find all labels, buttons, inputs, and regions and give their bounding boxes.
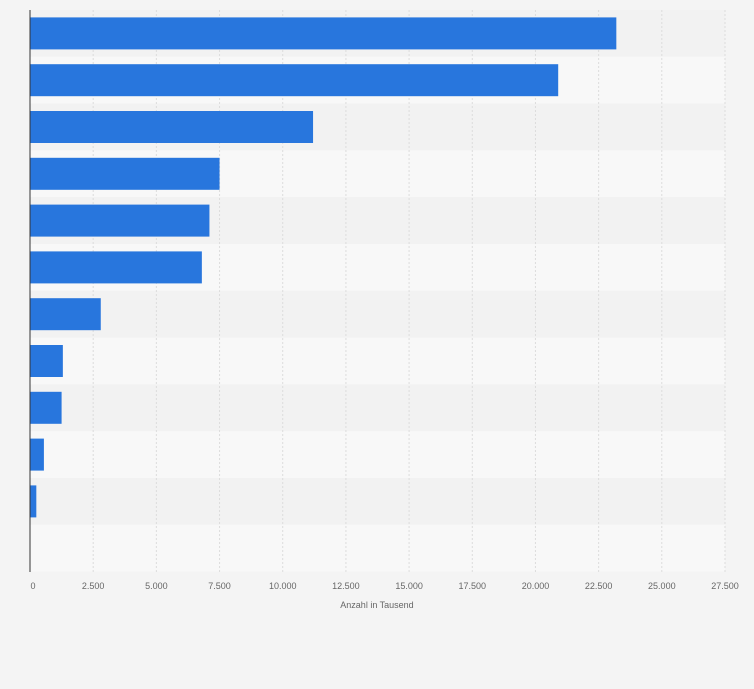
gridlines [92, 10, 726, 572]
x-tick-label: 22.500 [585, 581, 613, 591]
row-band [30, 384, 725, 432]
x-tick-labels: 0 2.500 5.000 7.500 10.000 12.500 15.000 17.500… [30, 581, 738, 591]
x-tick-label: 25.000 [648, 581, 676, 591]
bars [30, 17, 617, 518]
bar[interactable] [30, 111, 314, 143]
x-tick-label: 17.500 [459, 581, 487, 591]
x-tick-label: 7.500 [208, 581, 231, 591]
bar[interactable] [30, 345, 63, 377]
bar[interactable] [30, 157, 220, 190]
bar[interactable] [30, 17, 617, 50]
bar[interactable] [30, 485, 37, 518]
bar[interactable] [30, 64, 559, 97]
row-band [30, 524, 725, 572]
row-band [30, 431, 725, 478]
x-tick-label: 10.000 [269, 581, 297, 591]
x-tick-label: 27.500 [711, 581, 739, 591]
bar[interactable] [30, 391, 62, 424]
x-tick-label: 15.000 [395, 581, 423, 591]
x-tick-label: 5.000 [145, 581, 168, 591]
row-band [30, 337, 725, 385]
x-tick-label: 0 [30, 581, 35, 591]
row-band [30, 290, 725, 338]
bar[interactable] [30, 298, 101, 331]
row-band [30, 478, 725, 525]
x-axis-title: Anzahl in Tausend [340, 600, 413, 610]
x-tick-label: 20.000 [522, 581, 550, 591]
x-tick-label: 2.500 [82, 581, 105, 591]
bar[interactable] [30, 251, 202, 284]
bar[interactable] [30, 204, 210, 237]
x-tick-label: 12.500 [332, 581, 360, 591]
bar[interactable] [30, 438, 44, 471]
